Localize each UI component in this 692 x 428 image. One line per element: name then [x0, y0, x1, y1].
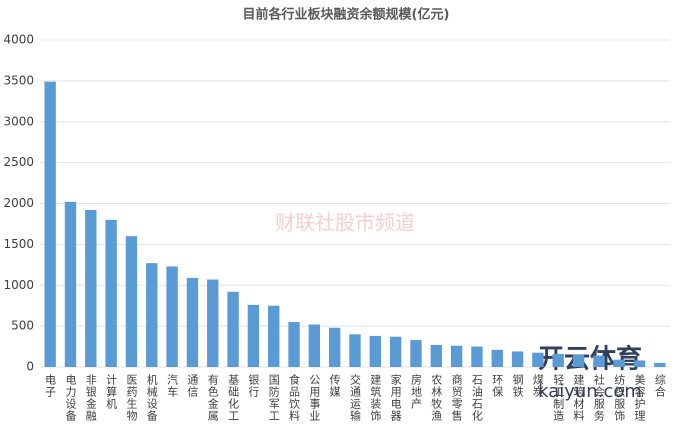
bar [44, 81, 56, 367]
bar [227, 291, 239, 367]
bar [450, 345, 463, 367]
bar [85, 210, 97, 367]
x-tick-label: 房地产 [409, 374, 422, 410]
x-tick-label: 银行 [247, 373, 260, 398]
bar [125, 236, 138, 367]
bar [288, 322, 300, 367]
bar [430, 344, 442, 367]
x-tick-label: 电子 [44, 374, 57, 398]
watermark: 财联社股市频道 [275, 211, 415, 235]
bar [166, 266, 178, 367]
x-tick-label: 建筑材料 [572, 373, 585, 422]
watermark: kaiyun.com [538, 381, 642, 402]
y-tick-label: 3000 [3, 114, 34, 128]
x-tick-label: 煤炭 [531, 374, 544, 398]
bar [186, 277, 199, 367]
bar [247, 304, 260, 367]
y-tick-label: 500 [11, 319, 34, 333]
bar [471, 346, 483, 367]
x-tick-label: 国防军工 [267, 374, 280, 422]
x-tick-label: 轻工制造 [552, 373, 565, 422]
bar [654, 362, 666, 367]
x-tick-label: 通信 [186, 374, 199, 398]
bar [511, 351, 524, 367]
bar [389, 336, 402, 367]
y-tick-label: 3500 [3, 73, 34, 87]
bar [369, 335, 382, 367]
x-tick-label: 环保 [491, 374, 504, 398]
x-tick-label: 机械设备 [145, 373, 158, 422]
bar [146, 263, 158, 367]
x-tick-label: 建筑装饰 [369, 373, 382, 422]
bar [552, 353, 564, 367]
x-tick-label: 传媒 [328, 374, 341, 398]
x-tick-label: 石油石化 [470, 374, 483, 422]
y-tick-label: 2000 [3, 196, 34, 210]
bar [633, 360, 646, 367]
x-tick-label: 计算机 [105, 374, 118, 410]
bar [410, 340, 422, 367]
x-tick-label: 有色金属 [206, 373, 219, 422]
bar [491, 349, 503, 367]
x-tick-label: 医药生物 [125, 374, 138, 422]
y-tick-label: 4000 [3, 33, 34, 47]
x-tick-label: 综合 [653, 373, 666, 398]
bar [532, 352, 544, 367]
bar [349, 334, 361, 367]
bar [207, 279, 219, 367]
x-tick-label: 家用电器 [389, 373, 402, 422]
bar [268, 305, 280, 367]
x-tick-label: 钢铁 [511, 374, 524, 398]
x-tick-label: 汽车 [166, 373, 179, 398]
x-tick-label: 交通运输 [349, 373, 362, 422]
x-tick-label: 美容护理 [633, 374, 646, 422]
x-tick-label: 社会服务 [592, 373, 605, 422]
x-tick-label: 公用事业 [308, 374, 321, 422]
bar [593, 355, 605, 367]
bar [613, 359, 625, 367]
x-tick-label: 电力设备 [64, 374, 77, 422]
chart-title: 目前各行业板块融资余额规模(亿元) [243, 7, 450, 23]
x-tick-label: 食品饮料 [288, 373, 301, 422]
x-tick-label: 农林牧渔 [430, 373, 443, 422]
bar [105, 219, 117, 367]
x-tick-label: 基础化工 [227, 374, 240, 422]
x-tick-label: 非银金融 [84, 374, 97, 422]
bar [572, 354, 585, 367]
x-tick-label: 商贸零售 [450, 373, 463, 422]
bar [64, 201, 77, 367]
x-tick-label: 纺织服饰 [613, 373, 626, 422]
bar [308, 324, 321, 367]
y-tick-label: 1500 [3, 237, 34, 251]
y-tick-label: 2500 [3, 155, 34, 169]
y-tick-label: 0 [26, 360, 34, 374]
y-tick-label: 1000 [3, 278, 34, 292]
bar [328, 327, 341, 367]
